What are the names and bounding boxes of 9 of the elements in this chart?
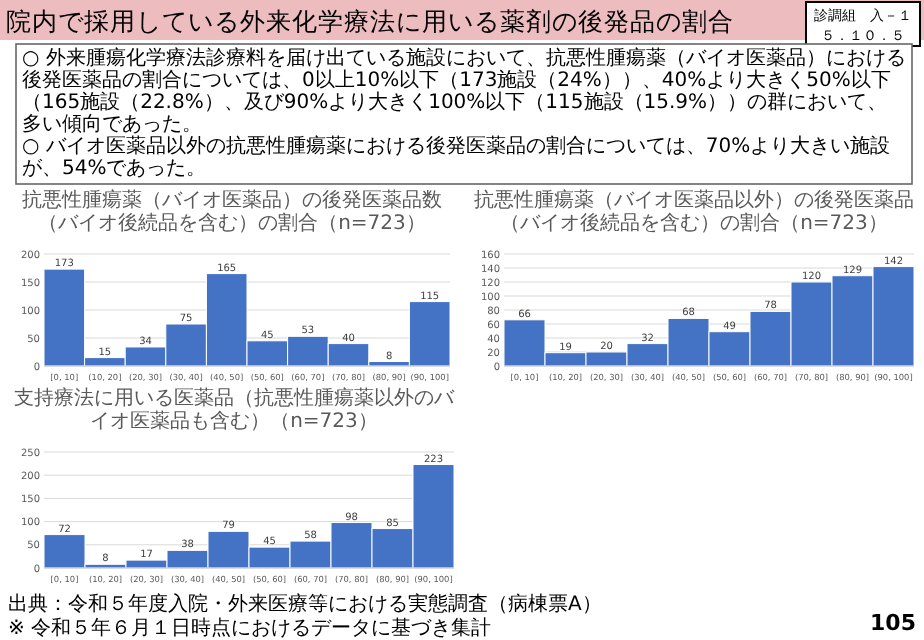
chart-title: 抗悪性腫瘍薬（バイオ医薬品）の後発医薬品数（バイオ後続品を含む）の割合（n=723） xyxy=(22,188,442,235)
text: ○ 外来腫瘍化学療法診療料を届け出ている施設において、抗悪性腫瘍薬（バイオ医薬品）における後発医薬品の割合については、0以上10%以下（173施設（24%））、40%より大きく50%以下（165施設（22.8%）、及び90%より大きく100%以下（115施設（15.9%））の群において、多い傾向であった。 xyxy=(22,46,906,136)
text: 院内で採用している外来化学療法に用いる薬剤の後発品の割合 xyxy=(6,6,734,36)
text: 105 xyxy=(870,610,916,636)
source-note: 出典：令和５年度入院・外来医療等における実態調査（病棟票A） xyxy=(8,592,602,616)
chart-title: 抗悪性腫瘍薬（バイオ医薬品以外）の後発医薬品（バイオ後続品を含む）の割合（n=723） xyxy=(474,188,914,235)
chart-title: 支持療法に用いる医薬品（抗悪性腫瘍薬以外のバイオ医薬品も含む）（n=723） xyxy=(14,386,456,433)
text: ※ 令和５年６月１日時点におけるデータに基づき集計 xyxy=(8,616,492,640)
text: ○ バイオ医薬品以外の抗悪性腫瘍薬における後発医薬品の割合については、70%より大きい施設が、54%であった。 xyxy=(22,134,891,180)
